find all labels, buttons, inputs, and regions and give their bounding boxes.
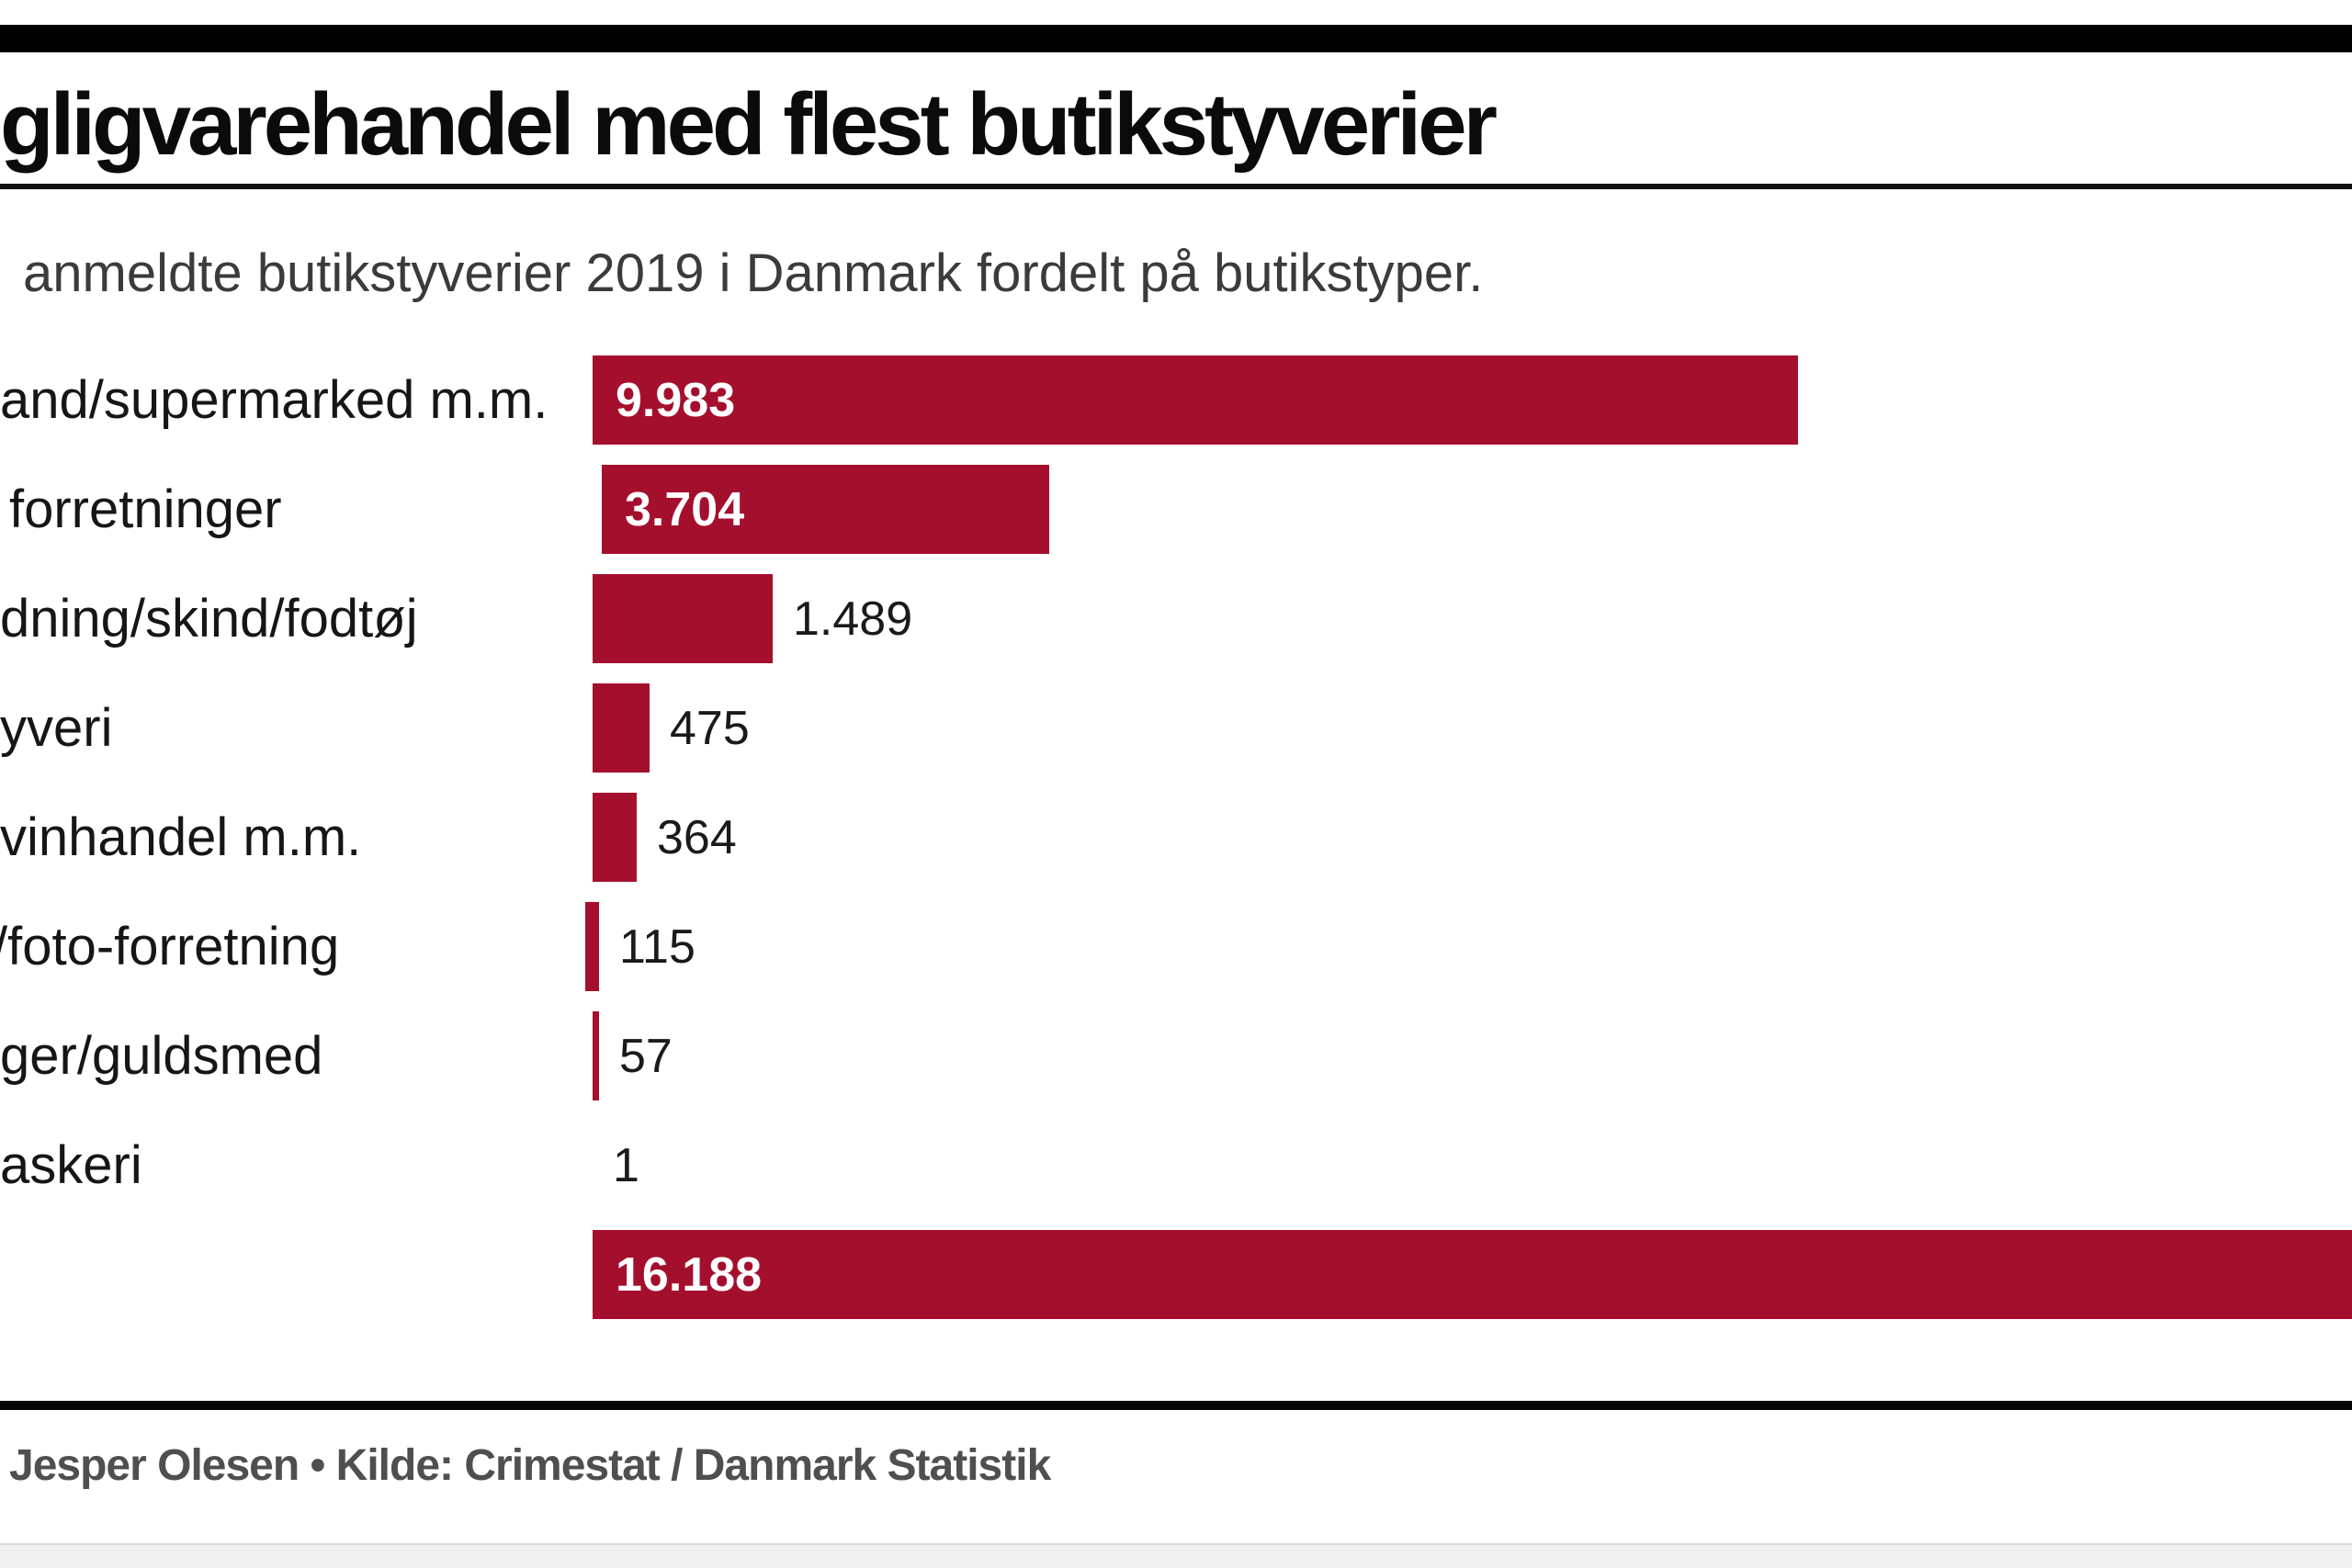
bar-value: 16.188 (616, 1247, 763, 1302)
bar-value: 9.983 (616, 373, 736, 427)
bar-value: 1 (613, 1138, 639, 1192)
bar (593, 1011, 599, 1100)
bar-chart: and/supermarked m.m. 9.983 forretninger 3.7… (0, 355, 2352, 1339)
chart-row: and/supermarked m.m. 9.983 (0, 355, 2352, 465)
bar-track: 57 (593, 1011, 2352, 1100)
bar-value: 3.704 (625, 482, 745, 536)
bar-value: 475 (670, 701, 750, 755)
bar (585, 902, 599, 991)
bar-track: 3.704 (602, 465, 2352, 554)
bar-track: 16.188 (593, 1230, 2352, 1319)
bar-label: and/supermarked m.m. (0, 370, 548, 430)
bar-track: 115 (585, 902, 2352, 991)
bar-track: 9.983 (593, 355, 2352, 445)
top-black-bar (0, 25, 2352, 52)
bar-track: 1.489 (593, 574, 2352, 663)
bar (593, 683, 650, 773)
chart-row: dning/skind/fodtøj 1.489 (0, 574, 2352, 683)
chart-row: askeri 1 (0, 1121, 2352, 1230)
chart-row: yveri 475 (0, 683, 2352, 793)
bar-value: 57 (619, 1029, 673, 1083)
chart-row: forretninger 3.704 (0, 465, 2352, 574)
bar-value: 115 (619, 919, 695, 974)
bar: 16.188 (593, 1230, 2352, 1319)
bar (593, 574, 773, 663)
bar: 3.704 (602, 465, 1049, 554)
bar-value: 364 (657, 810, 737, 864)
bar-label: forretninger (9, 479, 282, 539)
bar-track: 1 (593, 1121, 2352, 1210)
bar-label: dning/skind/fodtøj (0, 589, 418, 649)
credit-line: Jesper Olesen • Kilde: Crimestat / Danma… (9, 1441, 1051, 1490)
chart-row: /foto-forretning 115 (0, 902, 2352, 1011)
chart-row: 16.188 (0, 1230, 2352, 1339)
bottom-edge-strip (0, 1543, 2352, 1568)
bar-track: 475 (593, 683, 2352, 773)
title-divider (0, 184, 2352, 189)
bar: 9.983 (593, 355, 1798, 445)
bar-label: vinhandel m.m. (0, 807, 362, 867)
page-title: gligvarehandel med flest butikstyverier (0, 75, 1498, 174)
bar-track: 364 (593, 793, 2352, 882)
footer-divider (0, 1401, 2352, 1410)
bar-label: /foto-forretning (0, 917, 340, 976)
bar-label (0, 1230, 593, 1319)
chart-row: ger/guldsmed 57 (0, 1011, 2352, 1121)
bar-value: 1.489 (793, 592, 913, 646)
bar-label: ger/guldsmed (0, 1026, 323, 1086)
bar-label: yveri (0, 698, 113, 758)
chart-row: vinhandel m.m. 364 (0, 793, 2352, 902)
bar-label: askeri (0, 1135, 142, 1195)
chart-subtitle: anmeldte butikstyverier 2019 i Danmark f… (23, 243, 1484, 303)
bar (593, 793, 637, 882)
